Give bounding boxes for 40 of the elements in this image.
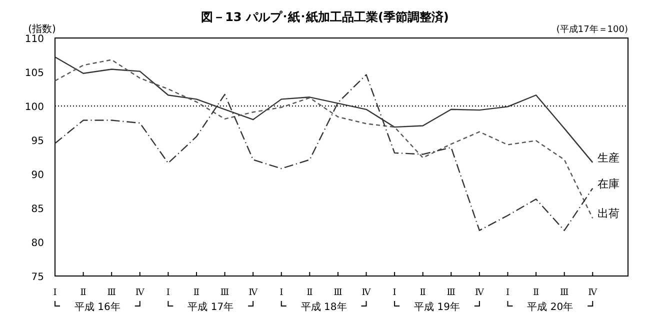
x-tick-label: Ⅲ xyxy=(334,288,343,298)
text: 平成 16年 xyxy=(74,301,120,313)
x-tick-label: Ⅰ xyxy=(280,288,284,298)
text: 平成 20年 xyxy=(527,301,574,313)
x-tick-label: Ⅰ xyxy=(392,288,397,298)
series-label: 生産 xyxy=(598,151,620,164)
y-tick-label: 95 xyxy=(31,136,44,147)
x-tick-label: Ⅳ xyxy=(588,288,598,298)
chart-title: 図－13 パルプ･紙･紙加工品工業(季節調整済) xyxy=(201,10,449,24)
x-tick-label: Ⅱ xyxy=(532,288,540,298)
x-tick-label: Ⅲ xyxy=(560,288,569,298)
x-tick-label: Ⅲ xyxy=(446,288,456,298)
text: 平成 19年 xyxy=(414,301,460,313)
x-tick-label: Ⅳ xyxy=(248,288,259,298)
x-tick-label: Ⅳ xyxy=(362,288,372,298)
x-tick-label: Ⅳ xyxy=(474,288,485,298)
text: 平成 18年 xyxy=(300,301,347,313)
text: (平成17年＝100) xyxy=(556,24,628,35)
series-label: 出荷 xyxy=(598,207,620,220)
x-tick-label: Ⅱ xyxy=(420,288,426,298)
x-tick-label: Ⅱ xyxy=(80,288,86,298)
x-tick-label: Ⅳ xyxy=(135,288,146,298)
x-tick-label: Ⅱ xyxy=(193,288,200,298)
x-tick-label: Ⅱ xyxy=(306,288,313,298)
series-label: 在庫 xyxy=(598,177,620,190)
y-tick-label: 80 xyxy=(31,238,44,249)
x-tick-label: Ⅰ xyxy=(506,288,510,298)
text: 平成 17年 xyxy=(188,301,234,313)
y-tick-label: 90 xyxy=(31,170,44,181)
x-tick-label: Ⅰ xyxy=(53,288,58,298)
x-tick-label: Ⅲ xyxy=(220,288,230,298)
y-tick-label: 85 xyxy=(31,204,44,215)
x-tick-label: Ⅰ xyxy=(166,288,170,298)
y-tick-label: 110 xyxy=(24,34,44,45)
x-tick-label: Ⅲ xyxy=(107,288,116,298)
line-series xyxy=(54,59,594,219)
y-tick-label: 105 xyxy=(24,68,44,79)
y-tick-label: 100 xyxy=(24,102,44,113)
y-axis-title: (指数) xyxy=(28,23,56,35)
y-tick-label: 75 xyxy=(31,272,44,283)
